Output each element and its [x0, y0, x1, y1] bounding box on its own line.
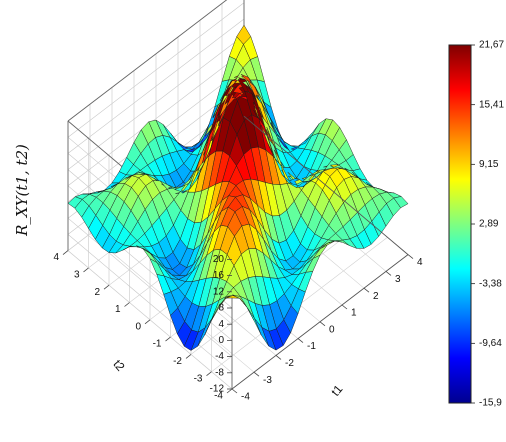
- box-edge: [67, 0, 228, 122]
- x-tick-mark: [253, 371, 260, 377]
- x-tick-mark: [363, 287, 370, 293]
- x-tick-mark: [231, 388, 238, 394]
- y-tick-mark: [206, 371, 212, 377]
- x-tick-label: 3: [395, 274, 401, 285]
- x-tick-label: 2: [373, 291, 379, 302]
- y-tick-label: 4: [53, 252, 59, 263]
- z-axis-label: R_XY(t1, t2): [13, 144, 31, 237]
- x-axis-label: t1: [328, 382, 345, 399]
- x-tick-label: 1: [351, 308, 357, 319]
- z-tick-label: 8: [218, 303, 224, 314]
- colorbar: 21,67 15,41 9,15 2,89 -3,38 -9,64 -15,9: [448, 40, 504, 409]
- y-tick-label: 2: [94, 287, 100, 298]
- x-tick-label: -1: [307, 341, 316, 352]
- axis-ticks: -12-8-4048121620-4-3-2-101234-4-3-2-1012…: [53, 250, 423, 403]
- y-tick-label: -2: [173, 356, 182, 367]
- y-tick-label: 1: [115, 304, 121, 315]
- z-tick-label: -12: [210, 384, 225, 395]
- z-tick-label: -8: [215, 367, 224, 378]
- y-tick-label: 0: [135, 321, 141, 332]
- x-tick-mark: [319, 321, 326, 327]
- y-tick-label: 3: [74, 270, 80, 281]
- y-tick-mark: [144, 319, 151, 325]
- surface-patch: [393, 196, 409, 209]
- x-tick-label: 4: [417, 257, 423, 268]
- y-axis-label: t2: [110, 357, 127, 374]
- y-tick-mark: [165, 336, 171, 342]
- y-tick-label: -4: [214, 391, 223, 402]
- colorbar-tick-label: -9,64: [479, 338, 502, 349]
- x-tick-mark: [275, 355, 282, 360]
- x-tick-label: 0: [329, 324, 335, 335]
- colorbar-gradient: [448, 44, 472, 404]
- y-tick-mark: [62, 250, 69, 255]
- z-tick-label: 16: [213, 270, 225, 281]
- colorbar-tick-label: 21,67: [479, 40, 504, 51]
- y-tick-mark: [226, 388, 233, 394]
- x-tick-mark: [297, 338, 304, 343]
- colorbar-tick-label: 15,41: [479, 99, 504, 110]
- surface-mesh: [67, 24, 409, 352]
- colorbar-tick-label: 2,89: [479, 219, 499, 230]
- x-tick-label: -2: [285, 358, 294, 369]
- colorbar-tick-label: -3,38: [479, 278, 502, 289]
- z-tick-label: 4: [218, 319, 224, 330]
- colorbar-tick-label: -15,9: [479, 398, 502, 409]
- y-tick-mark: [83, 267, 89, 273]
- y-tick-mark: [124, 302, 130, 307]
- y-tick-label: -1: [153, 339, 162, 350]
- y-tick-mark: [185, 354, 192, 359]
- box-edge: [243, 115, 409, 255]
- x-tick-mark: [407, 254, 414, 259]
- z-tick-label: -4: [215, 351, 224, 362]
- x-tick-label: -4: [241, 392, 250, 403]
- x-tick-label: -3: [263, 375, 272, 386]
- z-tick-label: 0: [218, 335, 224, 346]
- x-tick-mark: [385, 271, 392, 276]
- z-tick-label: 20: [213, 254, 225, 265]
- colorbar-ticks: 21,67 15,41 9,15 2,89 -3,38 -9,64 -15,9: [471, 40, 504, 409]
- x-tick-mark: [341, 304, 348, 310]
- z-tick-label: 12: [213, 286, 225, 297]
- y-tick-mark: [103, 284, 110, 290]
- colorbar-tick-label: 9,15: [479, 159, 499, 170]
- y-tick-label: -3: [194, 373, 203, 384]
